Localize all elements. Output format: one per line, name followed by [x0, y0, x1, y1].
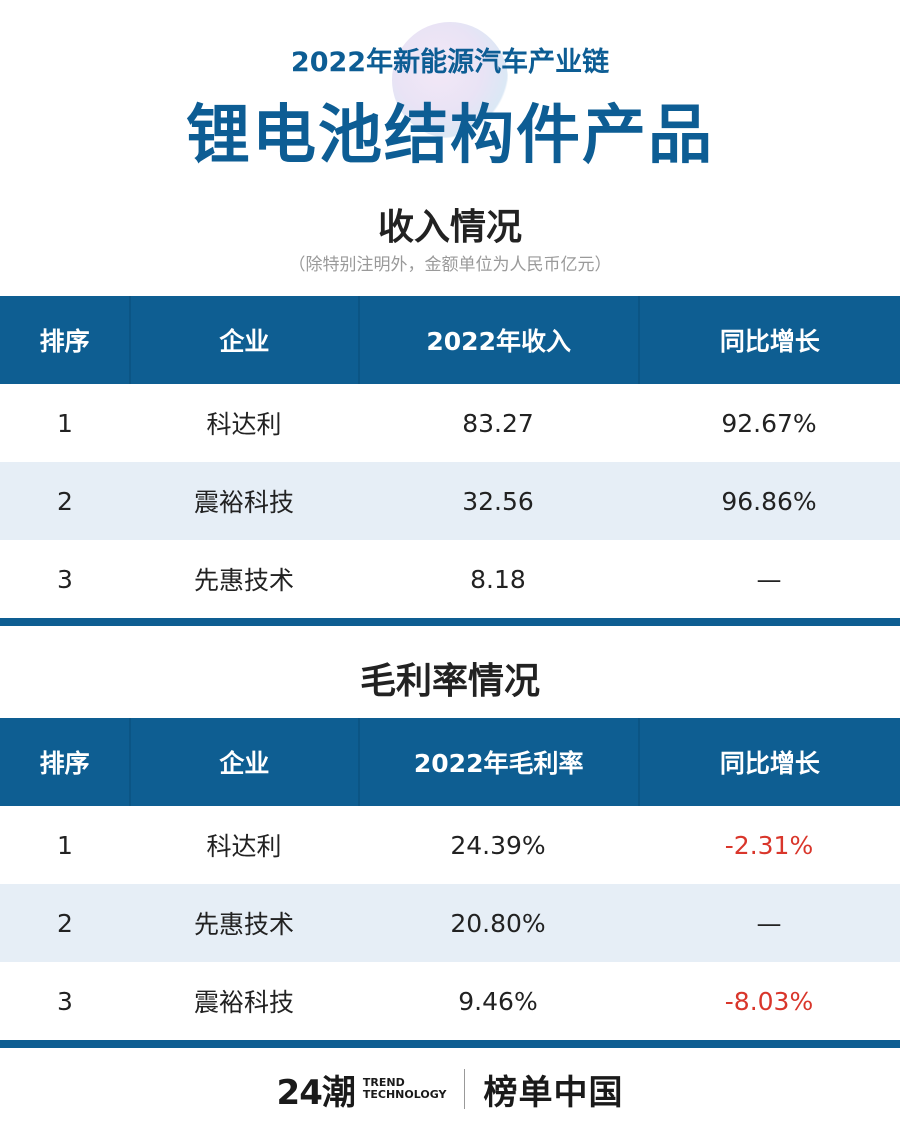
company-cell: 先惠技术 [193, 566, 294, 595]
rank-cell: 1 [57, 408, 73, 438]
column-header-growth: 同比增长 [719, 749, 820, 778]
company-cell: 震裕科技 [193, 488, 294, 517]
table-row: 2 先惠技术 20.80% — [0, 884, 900, 962]
column-header-revenue: 2022年收入 [360, 296, 640, 384]
value-cell: 20.80% [450, 908, 546, 938]
rank-cell: 3 [57, 986, 73, 1016]
table-bottom-border [0, 618, 900, 626]
table-row: 3 震裕科技 9.46% -8.03% [0, 962, 900, 1040]
trend-logo-subtext: TREND TECHNOLOGY [363, 1077, 447, 1101]
rank-cell: 2 [57, 908, 73, 938]
margin-section-title: 毛利率情况 [359, 661, 540, 702]
rank-cell: 1 [57, 830, 73, 860]
column-header-company: 企业 [131, 718, 360, 806]
margin-table-header: 排序 企业 2022年毛利率 同比增长 [0, 718, 900, 806]
unit-note: （除特别注明外，金额单位为人民币亿元） [288, 255, 612, 275]
value-cell: 9.46% [458, 986, 538, 1016]
column-header-company: 企业 [131, 296, 360, 384]
table-row: 2 震裕科技 32.56 96.86% [0, 462, 900, 540]
growth-cell: 92.67% [721, 408, 817, 438]
value-cell: 8.18 [470, 564, 526, 594]
trend-logo-line-2: TECHNOLOGY [362, 1088, 447, 1101]
rank-cell: 3 [57, 564, 73, 594]
decorative-halo [392, 22, 508, 138]
revenue-section-title: 收入情况 [377, 207, 522, 248]
table-row: 1 科达利 83.27 92.67% [0, 384, 900, 462]
header: 2022年新能源汽车产业链 锂电池结构件产品 [0, 0, 900, 180]
column-header-growth: 同比增长 [719, 327, 820, 356]
growth-cell-negative: -2.31% [724, 830, 814, 860]
table-bottom-border [0, 1040, 900, 1048]
revenue-table-header: 排序 企业 2022年收入 同比增长 [0, 296, 900, 384]
growth-cell: 96.86% [721, 486, 817, 516]
company-cell: 震裕科技 [193, 988, 294, 1017]
column-header-rank: 排序 [0, 296, 132, 384]
table-row: 1 科达利 24.39% -2.31% [0, 806, 900, 884]
trend-logo: 24潮 [276, 1072, 356, 1113]
value-cell: 83.27 [462, 408, 534, 438]
column-header-margin: 2022年毛利率 [360, 718, 640, 806]
revenue-table: 排序 企业 2022年收入 同比增长 1 科达利 83.27 92.67% 2 … [0, 296, 900, 626]
footer: 24潮 TREND TECHNOLOGY 榜单中国 [0, 1064, 900, 1114]
trend-logo-line-1: TREND [362, 1076, 405, 1089]
margin-table: 排序 企业 2022年毛利率 同比增长 1 科达利 24.39% -2.31% … [0, 718, 900, 1048]
growth-cell: — [756, 908, 782, 938]
value-cell: 24.39% [450, 830, 546, 860]
company-cell: 科达利 [206, 832, 282, 861]
page-subtitle: 2022年新能源汽车产业链 [290, 47, 610, 78]
table-row: 3 先惠技术 8.18 — [0, 540, 900, 618]
growth-cell: — [756, 564, 782, 594]
company-cell: 科达利 [206, 410, 282, 439]
company-cell: 先惠技术 [193, 910, 294, 939]
bangdan-logo: 榜单中国 [483, 1072, 624, 1113]
rank-cell: 2 [57, 486, 73, 516]
column-header-rank: 排序 [0, 718, 132, 806]
page-title: 锂电池结构件产品 [186, 99, 714, 173]
growth-cell-negative: -8.03% [724, 986, 814, 1016]
footer-divider [464, 1069, 466, 1109]
value-cell: 32.56 [462, 486, 534, 516]
